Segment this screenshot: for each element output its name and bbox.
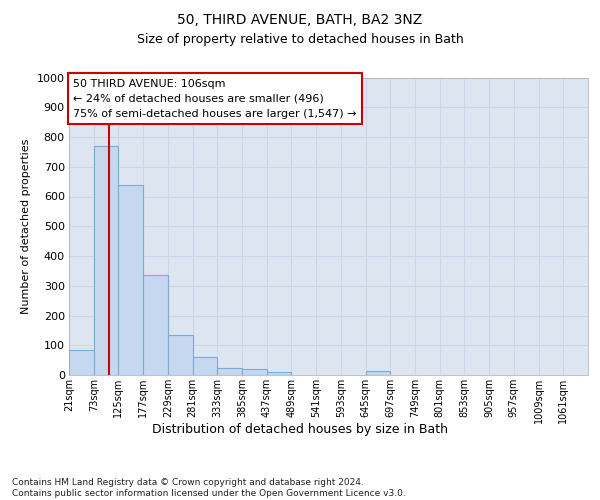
Text: Distribution of detached houses by size in Bath: Distribution of detached houses by size … xyxy=(152,422,448,436)
Bar xyxy=(365,370,390,375)
Bar xyxy=(94,146,118,375)
Bar xyxy=(267,372,292,375)
Bar xyxy=(118,184,143,375)
Bar xyxy=(143,276,168,375)
Text: 50, THIRD AVENUE, BATH, BA2 3NZ: 50, THIRD AVENUE, BATH, BA2 3NZ xyxy=(178,12,422,26)
Bar xyxy=(217,368,242,375)
Text: Size of property relative to detached houses in Bath: Size of property relative to detached ho… xyxy=(137,32,463,46)
Y-axis label: Number of detached properties: Number of detached properties xyxy=(21,138,31,314)
Bar xyxy=(69,350,94,375)
Text: 50 THIRD AVENUE: 106sqm
← 24% of detached houses are smaller (496)
75% of semi-d: 50 THIRD AVENUE: 106sqm ← 24% of detache… xyxy=(73,79,357,118)
Text: Contains HM Land Registry data © Crown copyright and database right 2024.
Contai: Contains HM Land Registry data © Crown c… xyxy=(12,478,406,498)
Bar xyxy=(193,357,217,375)
Bar xyxy=(168,335,193,375)
Bar xyxy=(242,369,267,375)
